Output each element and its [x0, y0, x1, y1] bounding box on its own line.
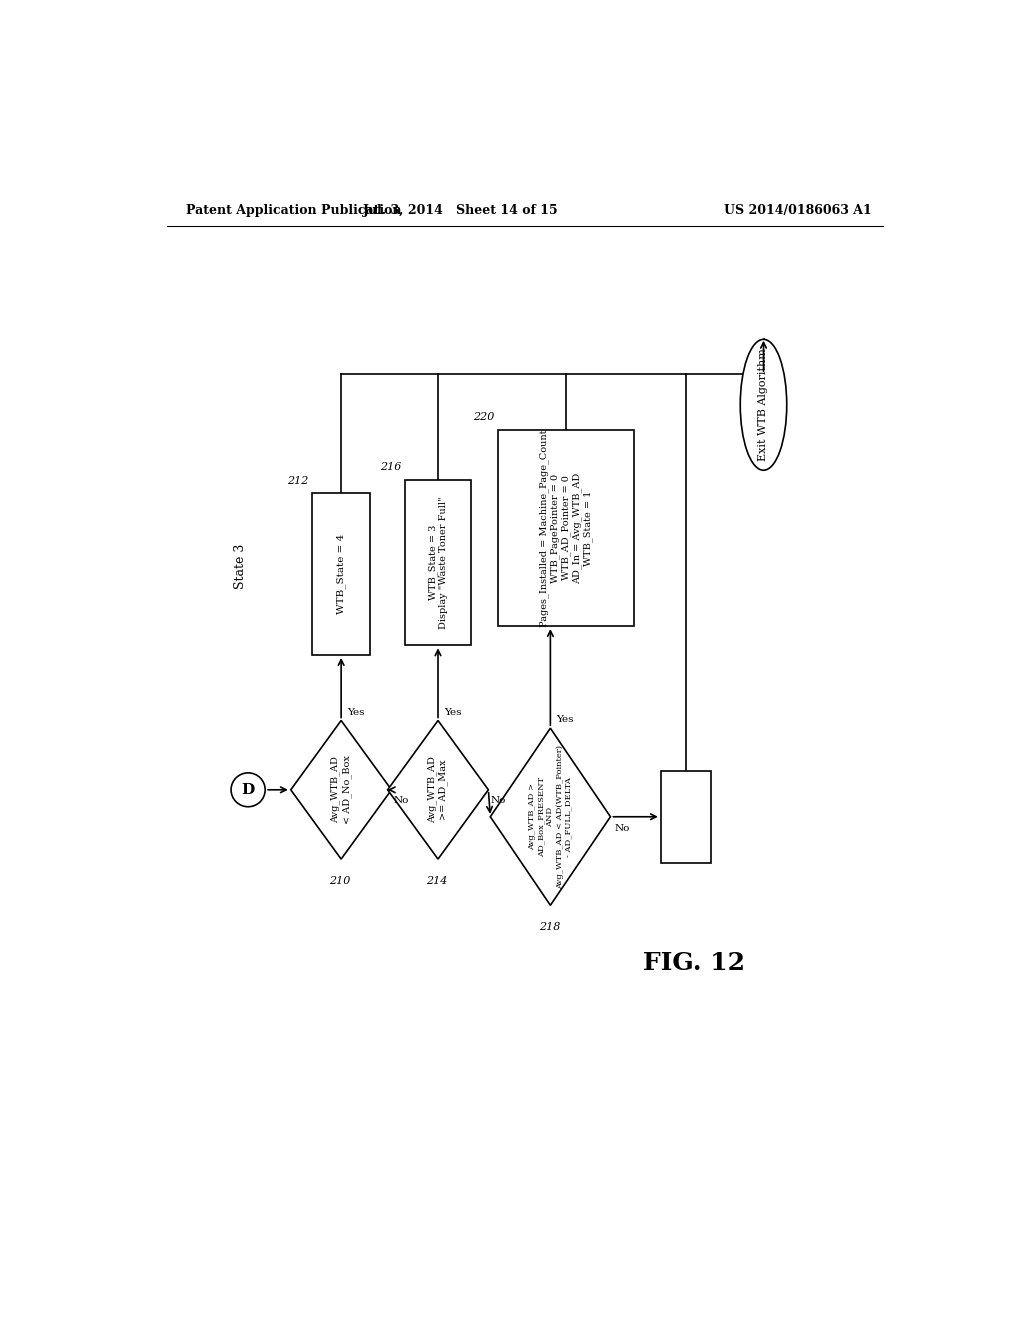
Text: Avg_WTB_AD >
AD_Box_PRESENT
AND
Avg_WTB_AD < AD(WTB_Pointer)
- AD_FULL_DELTA: Avg_WTB_AD > AD_Box_PRESENT AND Avg_WTB_…: [528, 744, 572, 888]
Text: Yes: Yes: [347, 708, 365, 717]
Text: 210: 210: [330, 876, 351, 886]
Ellipse shape: [740, 339, 786, 470]
Polygon shape: [490, 729, 610, 906]
FancyBboxPatch shape: [498, 430, 634, 626]
Polygon shape: [291, 721, 391, 859]
Text: 216: 216: [380, 462, 401, 473]
Text: Avg_WTB_AD
< AD_No_Box: Avg_WTB_AD < AD_No_Box: [331, 755, 351, 824]
Text: Exit WTB Algorithm: Exit WTB Algorithm: [759, 348, 768, 461]
FancyBboxPatch shape: [312, 494, 371, 655]
Polygon shape: [388, 721, 488, 859]
FancyBboxPatch shape: [406, 480, 471, 645]
FancyBboxPatch shape: [660, 771, 712, 863]
Text: Patent Application Publication: Patent Application Publication: [186, 205, 401, 218]
Text: D: D: [242, 783, 255, 797]
Text: Jul. 3, 2014   Sheet 14 of 15: Jul. 3, 2014 Sheet 14 of 15: [364, 205, 559, 218]
Text: State 3: State 3: [233, 544, 247, 589]
Text: No: No: [614, 825, 630, 833]
Text: 214: 214: [426, 876, 447, 886]
Text: Yes: Yes: [557, 715, 574, 725]
Text: Avg_WTB_AD
>= AD_Max: Avg_WTB_AD >= AD_Max: [428, 756, 449, 824]
Text: 218: 218: [539, 923, 560, 932]
Text: Pages_Installed = Machine_Page_Count
WTB_PagePointer = 0
WTB_AD_Pointer = 0
AD_I: Pages_Installed = Machine_Page_Count WTB…: [539, 429, 593, 627]
Circle shape: [231, 774, 265, 807]
Text: No: No: [490, 796, 506, 805]
Text: 212: 212: [287, 475, 308, 486]
Text: US 2014/0186063 A1: US 2014/0186063 A1: [724, 205, 872, 218]
Text: FIG. 12: FIG. 12: [643, 950, 744, 975]
Text: 220: 220: [473, 412, 495, 422]
Text: WTB_State = 4: WTB_State = 4: [336, 535, 346, 614]
Text: No: No: [394, 796, 410, 805]
Text: Yes: Yes: [444, 708, 462, 717]
Text: WTB_State = 3
Display "Waste Toner Full": WTB_State = 3 Display "Waste Toner Full": [428, 496, 449, 628]
